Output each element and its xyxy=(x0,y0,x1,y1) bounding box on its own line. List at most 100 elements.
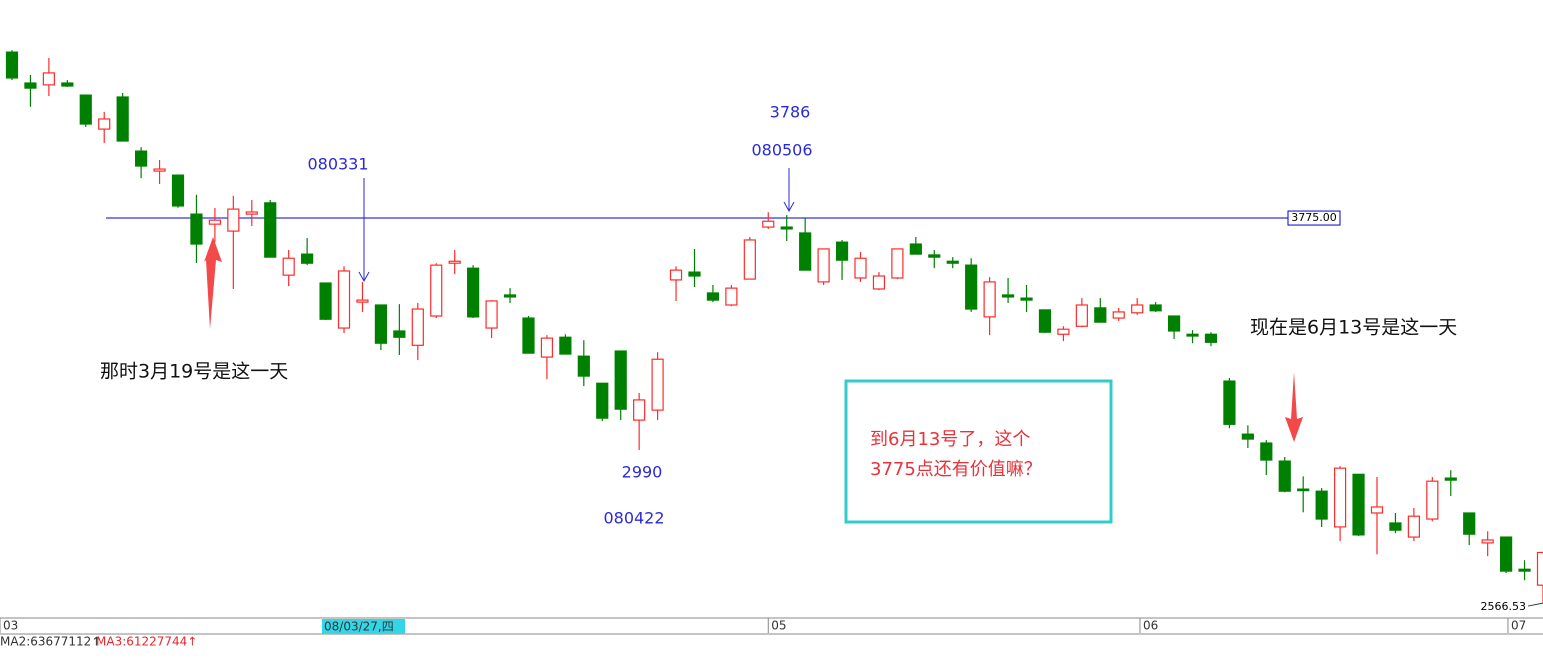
candle-body xyxy=(1518,568,1531,572)
candle-body xyxy=(503,294,517,298)
low-label: 2566.53 xyxy=(1481,600,1527,613)
candle-body xyxy=(706,292,720,301)
candle-body xyxy=(1278,460,1291,492)
annotation: 3786 xyxy=(770,103,811,122)
candle-body xyxy=(1500,536,1513,572)
candle-body xyxy=(1389,522,1402,531)
candle-body xyxy=(835,241,849,261)
candle-body xyxy=(1112,311,1125,319)
x-tick-label: 03 xyxy=(3,619,18,633)
x-tick-label: 07 xyxy=(1511,619,1526,633)
candle-body xyxy=(1057,328,1070,335)
candle-body xyxy=(79,94,92,125)
candle-body xyxy=(356,299,369,303)
right-note: 现在是6月13号是这一天 xyxy=(1250,317,1457,339)
candle-body xyxy=(227,208,240,232)
candle-body xyxy=(1536,551,1543,586)
candle-body xyxy=(872,275,886,290)
red-arrow-down xyxy=(1285,372,1303,442)
candle-body xyxy=(1075,304,1088,327)
cursor-label: 08/03/27,四 xyxy=(324,620,394,634)
candle-body xyxy=(522,317,535,354)
candle-body xyxy=(559,336,572,355)
candle-body xyxy=(319,282,332,320)
candle-body xyxy=(817,248,830,283)
candle-body xyxy=(799,232,812,271)
candle-body xyxy=(393,330,406,338)
candle-body xyxy=(1370,506,1384,514)
reference-label: 3775.00 xyxy=(1291,211,1337,224)
candle-body xyxy=(743,239,756,280)
candle-body xyxy=(596,382,609,419)
candle-body xyxy=(1094,307,1107,323)
candle-body xyxy=(61,82,74,87)
cursor-box xyxy=(322,619,405,634)
candle-body xyxy=(1444,477,1457,481)
candle-body xyxy=(854,257,867,279)
candle-body xyxy=(1333,467,1347,528)
candle-body xyxy=(301,253,314,264)
candle-body xyxy=(928,254,941,258)
x-tick-label: 06 xyxy=(1143,619,1158,633)
candle-body xyxy=(1481,539,1494,544)
candle-body xyxy=(891,248,904,279)
candle-body xyxy=(1241,433,1254,440)
candle-body xyxy=(208,219,221,225)
candle-body xyxy=(467,267,480,318)
low-label-leader xyxy=(1527,602,1543,607)
candle-body xyxy=(485,300,498,329)
candle-body xyxy=(909,243,922,255)
x-tick-label: 05 xyxy=(771,619,786,633)
candle-body xyxy=(1297,488,1310,492)
candle-body xyxy=(633,399,646,421)
candle-body xyxy=(1131,304,1144,314)
plot-area xyxy=(5,50,1543,604)
box-text: 3775点还有价值嘛？ xyxy=(870,459,1042,480)
left-note: 那时3月19号是这一天 xyxy=(100,361,288,383)
indicator: MA3:61227744↑ xyxy=(96,635,197,649)
candle-body xyxy=(1186,333,1199,337)
annotation: 080422 xyxy=(603,509,664,528)
candle-body xyxy=(614,350,627,410)
candle-body xyxy=(24,82,37,89)
candle-body xyxy=(282,257,295,276)
candle-body xyxy=(688,271,701,277)
candle-body xyxy=(965,264,978,310)
candle-body xyxy=(430,264,443,317)
candle-body xyxy=(153,168,166,172)
candle-body xyxy=(448,260,461,264)
box-text: 到6月13号了，这个 xyxy=(870,429,1030,450)
candle-body xyxy=(540,337,554,358)
candle-body xyxy=(1223,380,1236,425)
annotation: 2990 xyxy=(622,463,663,482)
candle-body xyxy=(264,202,277,258)
candle-body xyxy=(577,355,590,377)
candle-body xyxy=(946,260,959,264)
candle-body xyxy=(780,226,793,230)
reference-label-box xyxy=(1287,210,1341,226)
candle-body xyxy=(1001,294,1015,298)
note-box xyxy=(844,379,1113,524)
candle-body xyxy=(245,211,258,215)
candle-body xyxy=(374,304,388,344)
candle-body xyxy=(725,287,738,306)
candle-body xyxy=(1038,309,1052,333)
candle-body xyxy=(762,220,775,228)
candle-body xyxy=(1463,512,1476,535)
candle-body xyxy=(42,72,55,86)
candle-body xyxy=(98,118,111,130)
candle-body xyxy=(651,358,664,411)
candle-body xyxy=(411,308,424,346)
indicator: MA2:63677112↑ xyxy=(0,635,101,649)
candle-body xyxy=(1204,333,1218,343)
red-arrow-up xyxy=(204,237,222,329)
candle-body xyxy=(1315,490,1328,520)
annotation: 080331 xyxy=(307,155,368,174)
annotation: 080506 xyxy=(751,141,812,160)
candle-body xyxy=(1407,515,1420,538)
candle-body xyxy=(171,174,185,207)
candle-body xyxy=(1352,473,1365,536)
annotation-arrow-head xyxy=(783,201,795,213)
candle-body xyxy=(135,150,148,167)
